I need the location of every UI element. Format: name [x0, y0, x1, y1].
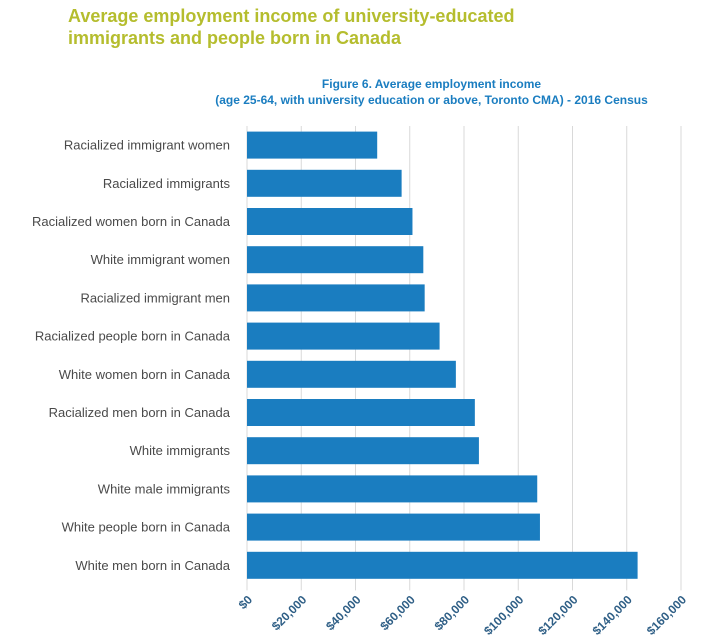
bar	[247, 399, 475, 426]
category-label: Racialized immigrants	[103, 176, 231, 191]
bar	[247, 475, 538, 503]
bar	[247, 208, 413, 235]
x-tick-label: $20,000	[269, 592, 310, 633]
bar	[247, 322, 440, 350]
category-label: White male immigrants	[98, 481, 231, 496]
category-label: Racialized women born in Canada	[32, 214, 231, 229]
bar	[247, 284, 425, 312]
chart-subtitle: (age 25-64, with university education or…	[215, 93, 648, 107]
x-tick-label: $100,000	[481, 592, 527, 638]
category-label: Racialized men born in Canada	[49, 405, 231, 420]
x-tick-label: $120,000	[535, 592, 581, 638]
bar	[247, 169, 402, 197]
bar	[247, 360, 456, 388]
x-tick-label: $40,000	[323, 592, 364, 633]
x-tick-label: $60,000	[377, 592, 418, 633]
category-labels: Racialized immigrant women Racialized imm…	[32, 138, 231, 573]
figure-title-block: Figure 6. Average employment income (age…	[0, 76, 713, 108]
bar	[247, 437, 479, 465]
x-tick-label: $140,000	[590, 592, 636, 638]
chart-title: Figure 6. Average employment income	[321, 77, 542, 91]
bars	[247, 131, 638, 579]
category-label: White men born in Canada	[75, 558, 230, 573]
category-label: Racialized immigrant women	[64, 138, 230, 153]
x-axis-tick-labels: $0 $20,000 $40,000 $60,000 $80,000 $100,000 $1…	[236, 592, 690, 638]
category-label: Racialized people born in Canada	[35, 329, 231, 344]
bar	[247, 131, 378, 159]
x-tick-label: $0	[236, 592, 256, 612]
category-label: White immigrants	[130, 443, 231, 458]
gridlines	[246, 126, 682, 591]
category-label: White immigrant women	[91, 252, 230, 267]
x-tick-label: $160,000	[644, 592, 690, 638]
bar	[247, 551, 638, 579]
page-heading-line1: Average employment income of university-…	[68, 6, 515, 26]
category-label: White women born in Canada	[59, 367, 231, 382]
category-label: White people born in Canada	[62, 520, 231, 535]
bar	[247, 246, 424, 274]
bar	[247, 513, 540, 541]
category-label: Racialized immigrant men	[80, 290, 230, 305]
page-heading: Average employment income of university-…	[68, 5, 688, 49]
page-heading-line2: immigrants and people born in Canada	[68, 28, 402, 48]
x-tick-label: $80,000	[432, 592, 473, 633]
